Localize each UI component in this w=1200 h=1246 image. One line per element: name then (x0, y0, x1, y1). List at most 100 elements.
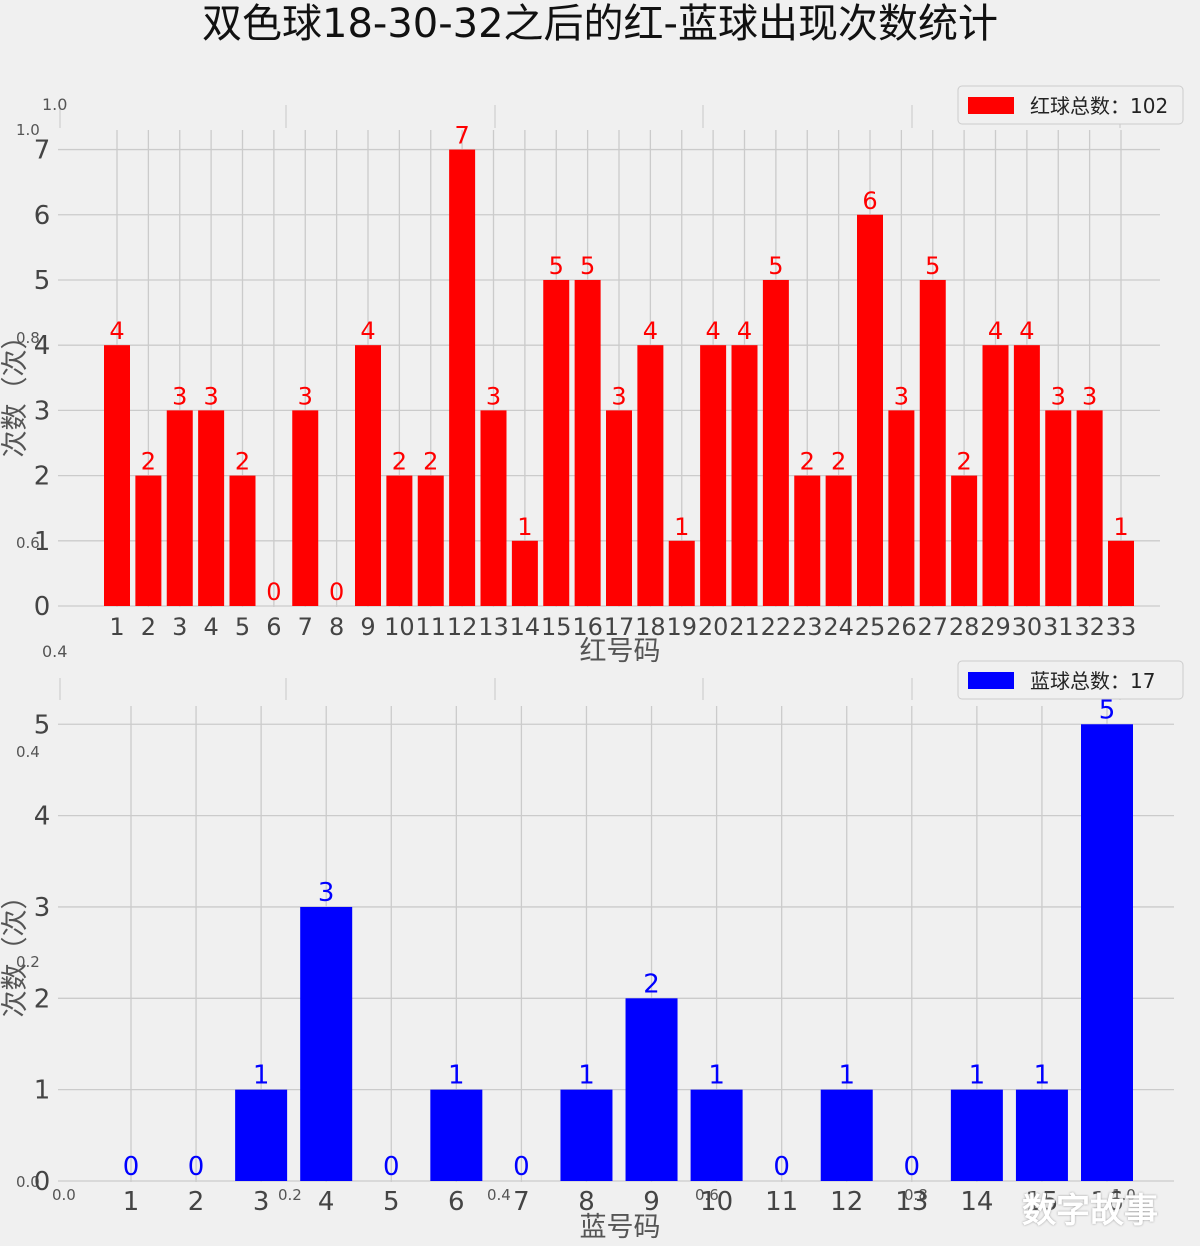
bar-value-label: 2 (956, 448, 971, 476)
y-tick-label: 1 (34, 1076, 51, 1106)
y-tick-label: 5 (34, 266, 51, 296)
x-tick-label: 10 (384, 613, 415, 641)
bar-value-label: 4 (988, 317, 1003, 345)
bar-value-label: 5 (580, 252, 595, 280)
y-tick-label: 4 (34, 802, 51, 832)
x-tick-label: 18 (635, 613, 666, 641)
bar-value-label: 5 (1099, 695, 1116, 725)
bar (762, 279, 789, 606)
bar-value-label: 1 (838, 1061, 855, 1091)
y-tick-label: 1 (34, 527, 51, 557)
legend-swatch (968, 97, 1014, 114)
background-y-tick-label: 0.8 (16, 329, 40, 347)
bar-value-label: 3 (298, 382, 313, 410)
bar-value-label: 1 (708, 1061, 725, 1091)
background-y-tick-label: 0.4 (16, 743, 40, 761)
y-axis-label: 次数（次） (0, 323, 31, 458)
x-tick-label: 2 (188, 1187, 205, 1217)
bar-value-label: 2 (831, 448, 846, 476)
x-tick-label: 9 (360, 613, 375, 641)
bar-value-label: 2 (141, 448, 156, 476)
x-tick-label: 31 (1043, 613, 1074, 641)
bar (857, 214, 883, 606)
x-tick-label: 7 (298, 613, 313, 641)
legend-label: 蓝球总数：17 (1030, 669, 1155, 693)
bar (606, 410, 632, 606)
bar (300, 906, 353, 1181)
bar (950, 1089, 1003, 1181)
x-tick-label: 16 (572, 613, 603, 641)
bar (690, 1089, 743, 1181)
bar (625, 998, 678, 1181)
bar-value-label: 4 (109, 317, 124, 345)
x-tick-label: 9 (643, 1187, 660, 1217)
bar-value-label: 3 (611, 382, 626, 410)
bar (430, 1089, 483, 1181)
bar (417, 475, 444, 606)
legend-label: 红球总数：102 (1030, 94, 1168, 118)
bar-value-label: 5 (925, 252, 940, 280)
y-tick-label: 4 (34, 331, 51, 361)
bar-value-label: 0 (383, 1152, 400, 1182)
x-tick-label: 19 (666, 613, 697, 641)
legend-box (957, 660, 1184, 700)
x-tick-label: 15 (1025, 1187, 1058, 1217)
bar-value-label: 7 (454, 122, 469, 150)
bar (668, 540, 695, 606)
background-y-tick-label: 0.2 (16, 953, 40, 971)
x-tick-label: 4 (318, 1187, 335, 1217)
bar-value-label: 1 (448, 1061, 465, 1091)
bar-value-label: 2 (392, 448, 407, 476)
x-tick-label: 20 (698, 613, 729, 641)
bar-value-label: 0 (773, 1152, 790, 1182)
x-tick-label: 16 (1090, 1187, 1123, 1217)
x-tick-label: 4 (203, 613, 218, 641)
x-tick-label: 1 (109, 613, 124, 641)
bar (888, 410, 915, 606)
x-axis-label: 红号码 (580, 636, 661, 667)
bar-value-label: 3 (203, 382, 218, 410)
bar (825, 475, 852, 606)
x-tick-label: 11 (765, 1187, 798, 1217)
bar-value-label: 3 (1051, 382, 1066, 410)
x-tick-label: 5 (235, 613, 250, 641)
y-tick-label: 3 (34, 893, 51, 923)
x-tick-label: 22 (761, 613, 792, 641)
bar (1081, 724, 1133, 1181)
bar-value-label: 3 (172, 382, 187, 410)
background-x-tick-label: 0.4 (487, 1186, 511, 1204)
x-tick-label: 14 (960, 1187, 993, 1217)
bar (198, 410, 225, 606)
x-tick-label: 3 (172, 613, 187, 641)
bar-value-label: 4 (360, 317, 375, 345)
y-tick-label: 6 (34, 201, 51, 231)
bar (1108, 540, 1134, 606)
x-tick-label: 6 (448, 1187, 465, 1217)
x-tick-label: 23 (792, 613, 823, 641)
legend-swatch (968, 672, 1014, 689)
y-tick-label: 0 (34, 1167, 51, 1197)
bar-value-label: 3 (1082, 382, 1097, 410)
background-x-tick-label: 0.8 (904, 1186, 928, 1204)
bar (1076, 410, 1103, 606)
bar (1045, 410, 1072, 606)
bar (166, 410, 193, 606)
bar (794, 475, 821, 606)
x-tick-label: 8 (329, 613, 344, 641)
bar (574, 279, 601, 606)
bar (919, 279, 946, 606)
bar-value-label: 0 (513, 1152, 530, 1182)
x-tick-label: 25 (855, 613, 886, 641)
x-tick-label: 24 (823, 613, 854, 641)
x-tick-label: 1 (123, 1187, 140, 1217)
watermark: 数字故事 (1022, 1191, 1158, 1231)
bar (355, 345, 381, 606)
x-tick-label: 5 (383, 1187, 400, 1217)
y-tick-label: 5 (34, 710, 51, 740)
x-tick-label: 10 (700, 1187, 733, 1217)
background-y-tick-label: 0.0 (16, 1173, 40, 1191)
x-tick-label: 32 (1074, 613, 1105, 641)
bar (700, 345, 727, 606)
bar-value-label: 3 (894, 382, 909, 410)
bar (480, 410, 507, 606)
